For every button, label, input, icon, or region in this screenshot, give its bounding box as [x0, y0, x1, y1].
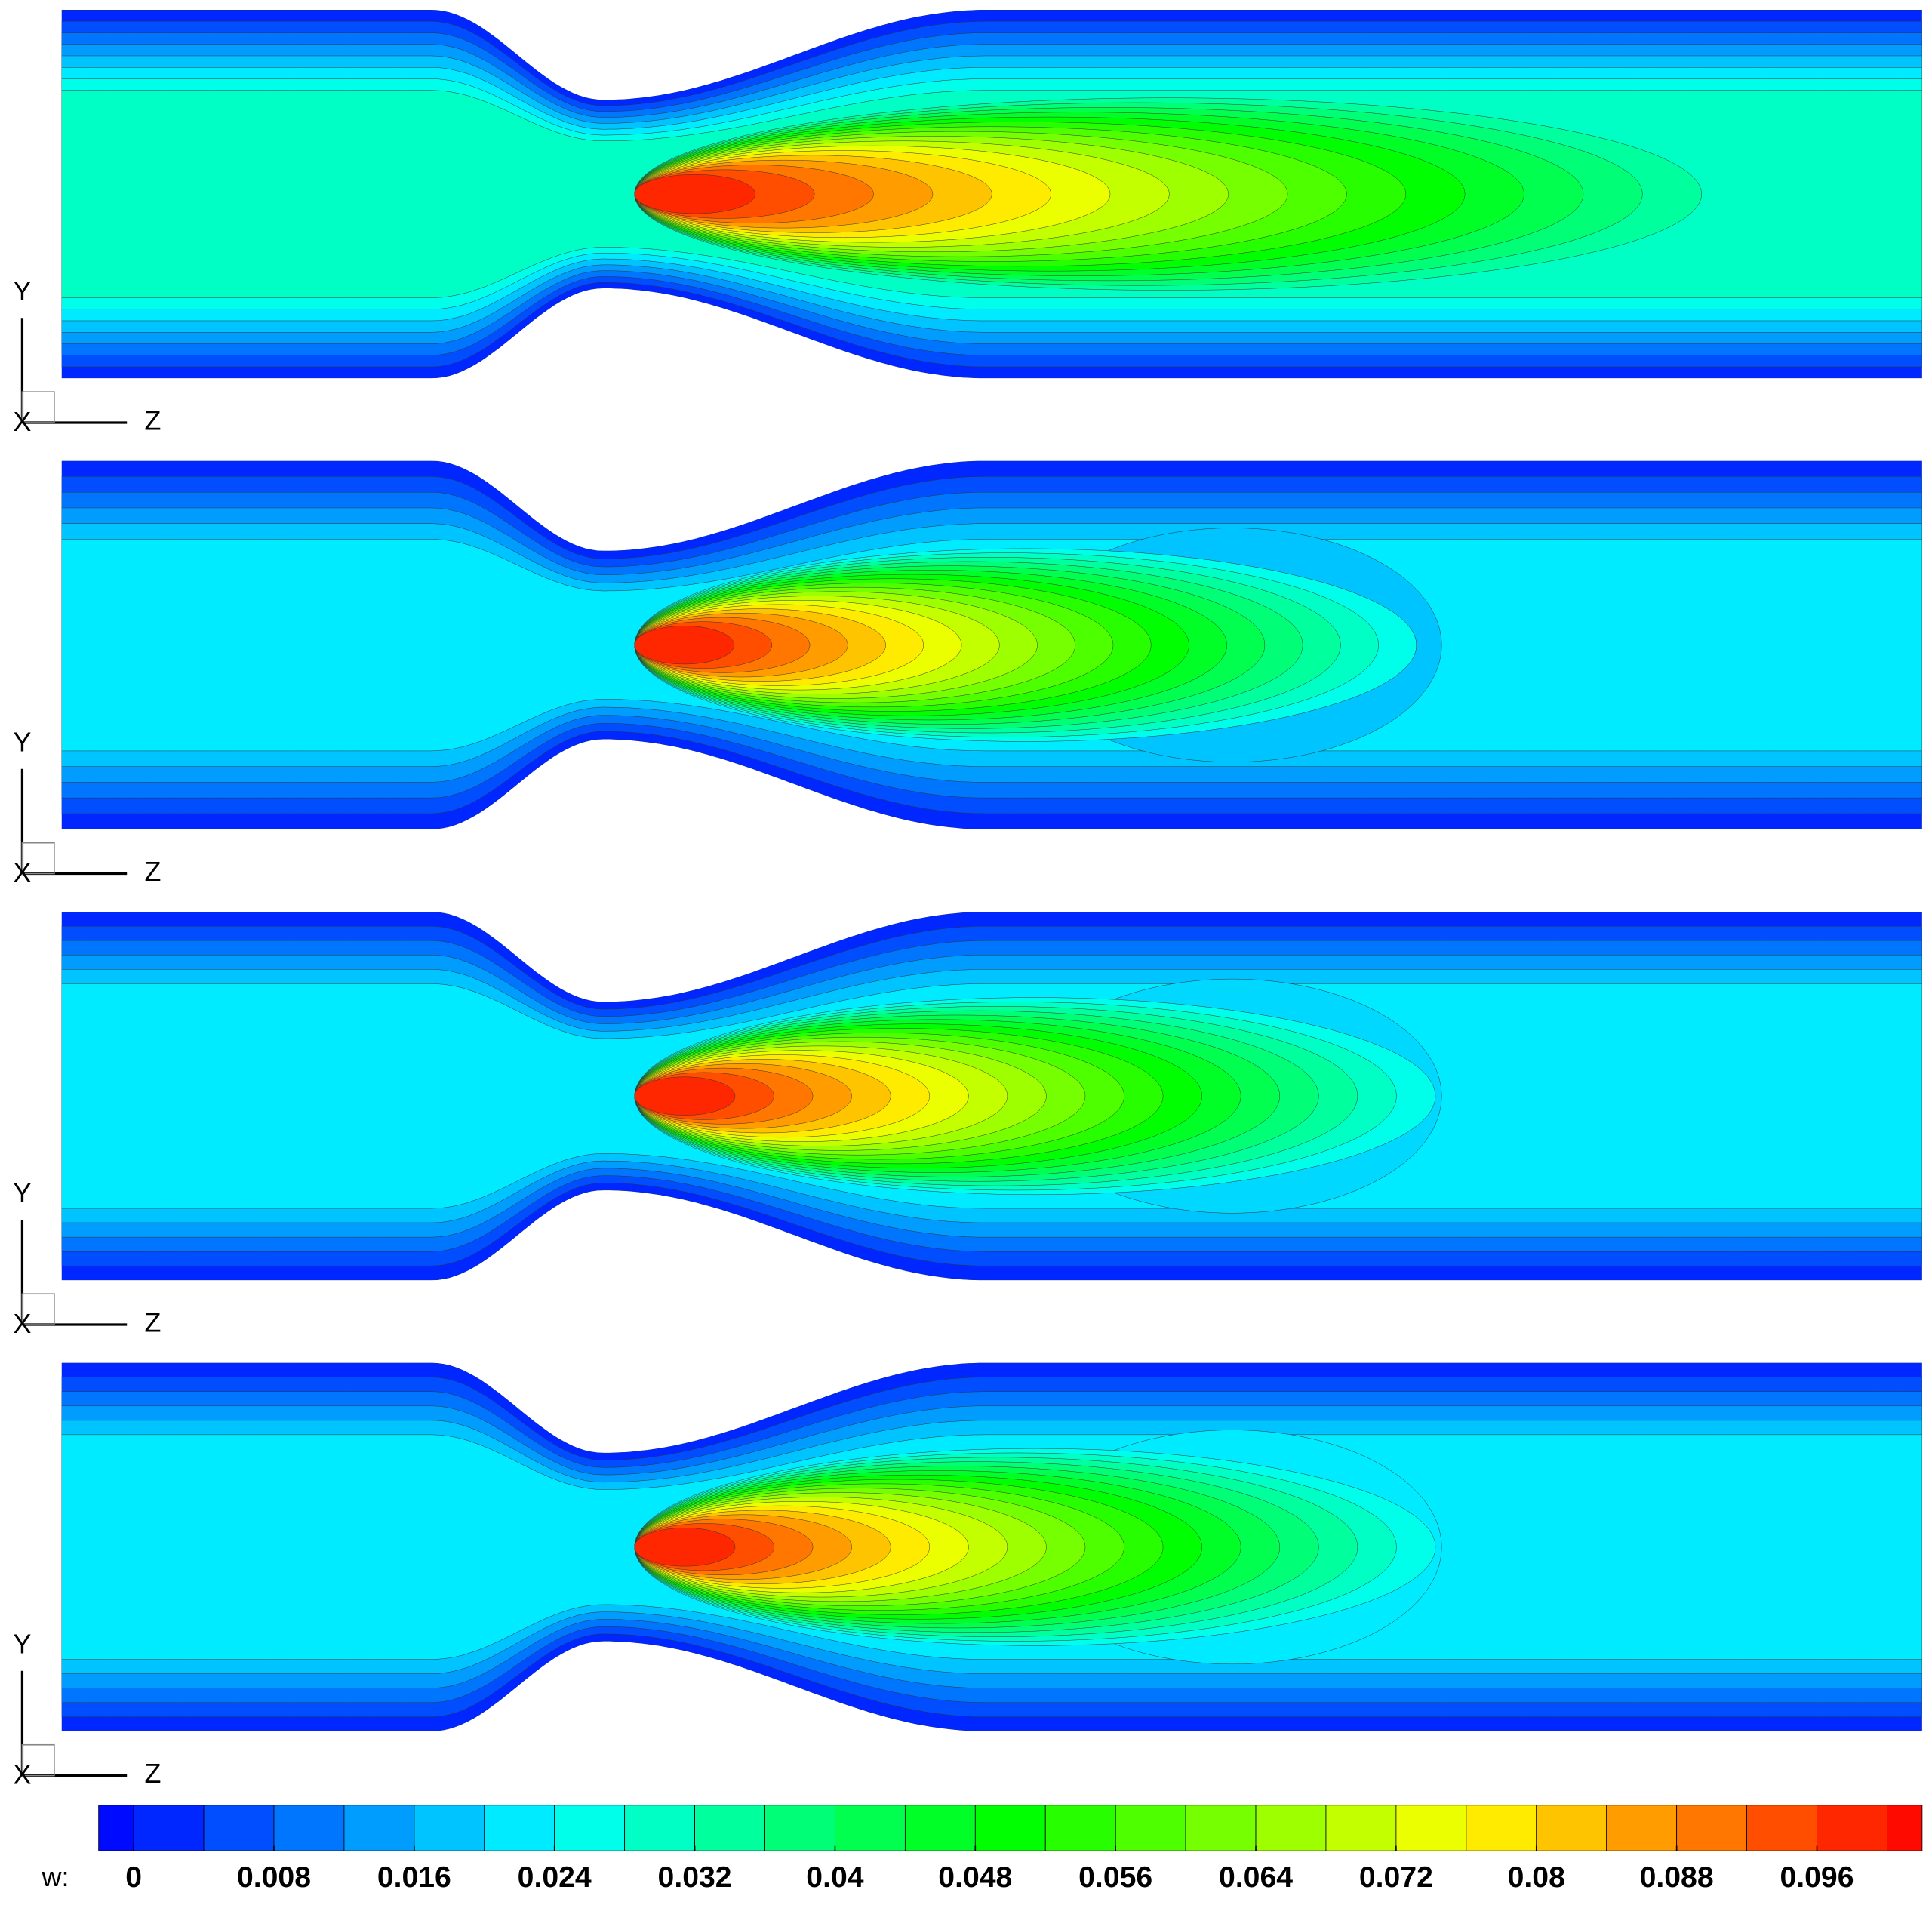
colorbar-band: [484, 1805, 555, 1851]
axis-label: X: [13, 406, 31, 437]
colorbar-tick-label: 0.032: [658, 1861, 732, 1894]
colorbar-band: [1676, 1805, 1747, 1851]
colorbar-band: [1185, 1805, 1257, 1851]
colorbar-band: [1115, 1805, 1186, 1851]
jet-band: [634, 626, 734, 665]
axis-label: X: [13, 857, 31, 888]
axis-label: Z: [145, 1758, 162, 1789]
colorbar-tick-label: 0.096: [1780, 1861, 1854, 1894]
colorbar-band: [133, 1805, 205, 1851]
axis-label: Y: [13, 275, 31, 306]
colorbar-band: [694, 1805, 765, 1851]
axis-label: Z: [145, 405, 162, 435]
colorbar-band: [1255, 1805, 1327, 1851]
colorbar-band: [1044, 1805, 1116, 1851]
colorbar-band: [624, 1805, 695, 1851]
field: [61, 1362, 1922, 1731]
jet-band: [634, 1528, 736, 1567]
field: [61, 460, 1922, 829]
field: [61, 10, 1922, 379]
axis-label: X: [13, 1308, 31, 1339]
colorbar-band: [1817, 1805, 1887, 1851]
colorbar-band: [1606, 1805, 1678, 1851]
colorbar-band: [835, 1805, 906, 1851]
colorbar-band: [343, 1805, 415, 1851]
colorbar-band: [1466, 1805, 1537, 1851]
colorbar-band: [554, 1805, 626, 1851]
jet-band: [634, 1076, 736, 1116]
colorbar-tick-label: 0: [125, 1861, 142, 1894]
contour-panel: Y X Z: [13, 912, 1922, 1339]
colorbar-band: [764, 1805, 835, 1851]
colorbar-tick-label: 0.008: [237, 1861, 311, 1894]
axis-label: Z: [145, 856, 162, 887]
axis-box: [21, 391, 55, 423]
colorbar-tick-label: 0.08: [1508, 1861, 1565, 1894]
colorbar-label: w:: [42, 1861, 69, 1892]
axis-box: [21, 1743, 55, 1777]
colorbar-band: [1746, 1805, 1817, 1851]
contour-panel: Y X Z: [13, 10, 1922, 437]
colorbar-band: [273, 1805, 345, 1851]
colorbar-tick-label: 0.048: [938, 1861, 1012, 1894]
colorbar-band: [1536, 1805, 1607, 1851]
axis-label: Z: [145, 1307, 162, 1338]
colorbar-band: [974, 1805, 1046, 1851]
axis-box: [21, 1293, 55, 1325]
colorbar-tick-label: 0.072: [1359, 1861, 1433, 1894]
colorbar-tick-label: 0.016: [377, 1861, 451, 1894]
colorbar-band: [414, 1805, 485, 1851]
field: [61, 912, 1922, 1281]
axis-box: [21, 842, 55, 875]
colorbar-band: [98, 1805, 134, 1851]
axis-label: X: [13, 1759, 31, 1790]
contour-panel: Y X Z: [13, 460, 1922, 888]
colorbar-tick-label: 0.024: [518, 1861, 592, 1894]
axis-label: Y: [13, 1177, 31, 1208]
colorbar-band: [1887, 1805, 1923, 1851]
jet-band: [634, 174, 756, 214]
colorbar-tick-label: 0.064: [1219, 1861, 1293, 1894]
colorbar-tick-label: 0.088: [1640, 1861, 1714, 1894]
axis-label: Y: [13, 727, 31, 758]
colorbar-band: [1395, 1805, 1467, 1851]
colorbar-band: [1325, 1805, 1397, 1851]
colorbar-tick-label: 0.056: [1078, 1861, 1152, 1894]
axis-label: Y: [13, 1629, 31, 1660]
colorbar-band: [904, 1805, 976, 1851]
colorbar-band: [203, 1805, 275, 1851]
colorbar-tick-label: 0.04: [806, 1861, 863, 1894]
contour-panel: Y X Z: [13, 1362, 1922, 1790]
